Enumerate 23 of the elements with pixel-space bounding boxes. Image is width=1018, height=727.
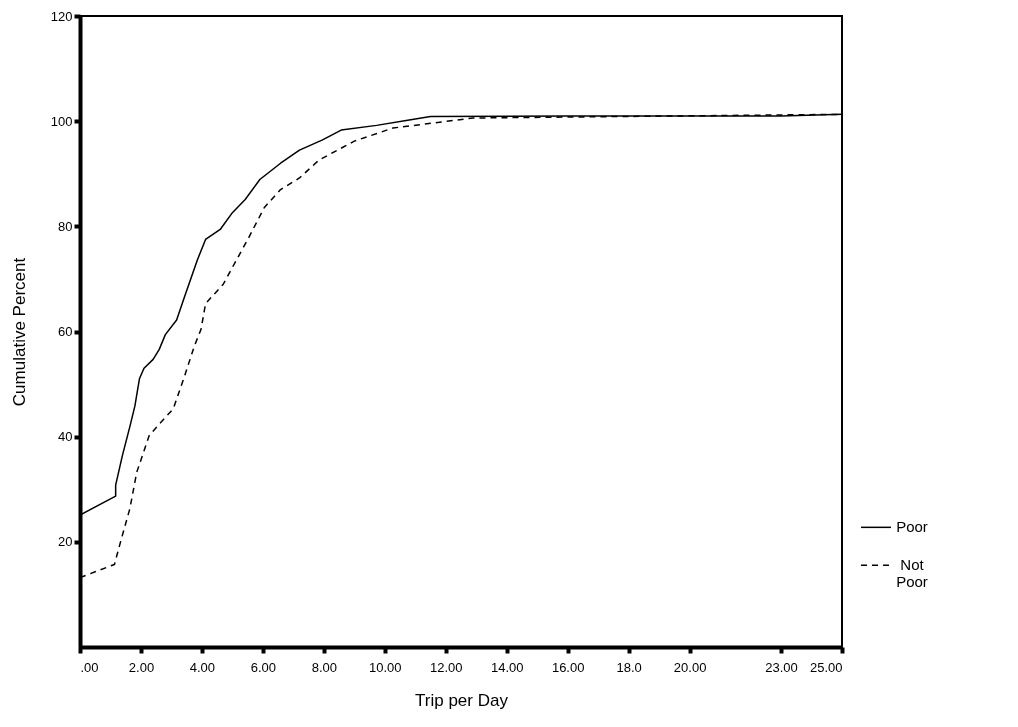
x-axis-title: Trip per Day bbox=[415, 690, 509, 710]
x-tick-label: 12.00 bbox=[429, 659, 463, 675]
legend-label: Poor bbox=[896, 518, 928, 536]
y-tick-label: 40 bbox=[58, 429, 73, 445]
y-tick-label: 100 bbox=[50, 113, 73, 129]
x-tick-label: 8.00 bbox=[311, 659, 337, 675]
y-tick-label: 60 bbox=[58, 324, 73, 339]
x-tick-label: 25.00 bbox=[809, 659, 843, 675]
legend-label: Not Poor bbox=[896, 556, 928, 591]
x-tick-label: 6.00 bbox=[250, 659, 277, 675]
x-tick-label: 16.00 bbox=[551, 659, 585, 675]
x-tick-label: 10.00 bbox=[369, 659, 402, 675]
x-tick-label: 2.00 bbox=[128, 659, 155, 675]
x-tick-label: 18.0 bbox=[616, 659, 642, 675]
y-tick-label: 20 bbox=[58, 534, 73, 550]
y-tick-label: 80 bbox=[58, 218, 73, 234]
y-axis-title: Cumulative Percent bbox=[9, 257, 29, 407]
x-tick-label: 4.00 bbox=[189, 659, 216, 675]
x-tick-label: 23.00 bbox=[765, 659, 798, 675]
x-tick-label: 20.00 bbox=[673, 659, 707, 675]
x-tick-label: .00 bbox=[80, 659, 99, 675]
x-tick-label: 14.00 bbox=[490, 659, 524, 675]
y-tick-label: 120 bbox=[50, 8, 73, 24]
